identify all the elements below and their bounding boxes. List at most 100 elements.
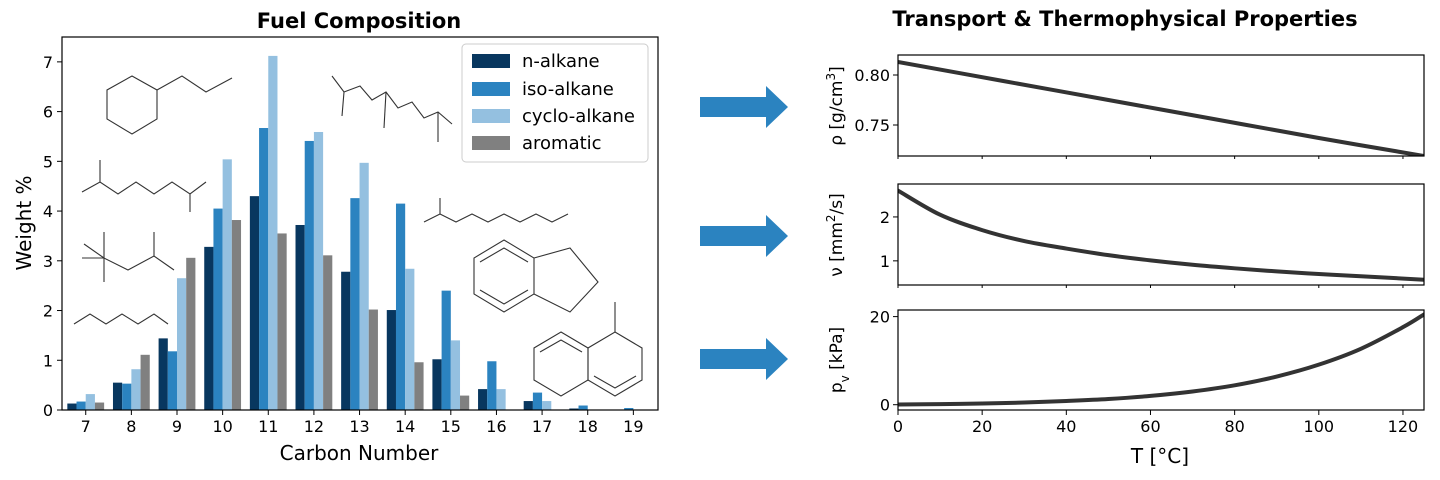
legend-swatch-iso-alkane	[472, 82, 510, 96]
bar-iso-alkane-c16	[487, 361, 497, 410]
vapor-pressure-x-tick-label-80: 80	[1224, 417, 1244, 436]
x-tick-label-9: 9	[172, 417, 182, 436]
y-tick-label-1: 1	[43, 351, 53, 370]
legend-label-cyclo-alkane: cyclo-alkane	[522, 106, 635, 127]
x-tick-label-15: 15	[441, 417, 461, 436]
vapor-pressure-x-tick-label-20: 20	[972, 417, 992, 436]
bar-cyclo-alkane-c8	[131, 369, 141, 410]
bar-n-alkane-c13	[341, 271, 351, 410]
arrow-to-density	[700, 86, 788, 128]
viscosity-curve	[898, 188, 1424, 282]
vapor-pressure-x-tick-label-60: 60	[1140, 417, 1160, 436]
arrow-to-viscosity	[700, 215, 788, 257]
bar-iso-alkane-c18	[578, 405, 588, 410]
bar-n-alkane-c15	[432, 359, 442, 410]
bar-iso-alkane-c13	[350, 198, 360, 410]
branched-alkane-drawing-1	[331, 75, 453, 142]
bar-cyclo-alkane-c9	[177, 278, 187, 410]
bar-n-alkane-c8	[112, 382, 123, 410]
bar-aromatic-c9	[186, 257, 196, 410]
bar-cyclo-alkane-c16	[496, 389, 506, 410]
dimethyl-octane-drawing	[81, 160, 207, 212]
y-tick-label-5: 5	[43, 152, 53, 171]
bar-iso-alkane-c9	[167, 351, 177, 410]
bar-n-alkane-c9	[158, 338, 168, 410]
bar-aromatic-c7	[94, 402, 105, 410]
methyl-undecane-drawing	[423, 198, 569, 223]
indane-drawing	[473, 239, 599, 313]
legend: n-alkane iso-alkane cyclo-alkane aromati…	[461, 43, 649, 163]
x-tick-label-8: 8	[126, 417, 136, 436]
bar-aromatic-c10	[231, 220, 242, 410]
bar-iso-alkane-c8	[122, 383, 132, 410]
vapor-pressure-x-tick-label-0: 0	[893, 417, 903, 436]
arrow-to-vapor-pressure	[700, 338, 788, 380]
left-chart-title: Fuel Composition	[257, 9, 462, 33]
bar-iso-alkane-c17	[532, 392, 543, 410]
vapor-pressure-x-tick-label-120: 120	[1388, 417, 1419, 436]
bar-cyclo-alkane-c14	[405, 268, 415, 410]
vapor-pressure-y-tick-label-0: 0	[880, 396, 890, 415]
legend-label-iso-alkane: iso-alkane	[522, 79, 614, 100]
y-tick-label-0: 0	[43, 401, 53, 420]
isooctane-drawing	[82, 232, 175, 282]
density-y-tick-label-0.75: 0.75	[854, 116, 890, 135]
bar-n-alkane-c16	[478, 389, 488, 410]
bar-iso-alkane-c19	[624, 408, 634, 410]
bar-n-alkane-c10	[204, 246, 214, 410]
y-tick-label-3: 3	[43, 252, 53, 271]
bar-n-alkane-c17	[523, 401, 533, 410]
bar-n-alkane-c18	[569, 408, 579, 410]
viscosity-y-axis-label: ν [mm2/s]	[824, 193, 847, 277]
legend-swatch-aromatic	[472, 136, 510, 150]
legend-label-aromatic: aromatic	[522, 133, 602, 154]
legend-label-n-alkane: n-alkane	[522, 51, 600, 72]
bar-aromatic-c15	[460, 395, 470, 410]
legend-swatch-n-alkane	[472, 54, 510, 68]
x-tick-label-12: 12	[304, 417, 324, 436]
left-y-axis-label: Weight %	[12, 175, 36, 270]
density-curve	[898, 60, 1424, 156]
right-panel-title: Transport & Thermophysical Properties	[892, 7, 1357, 31]
molecule-drawings	[73, 75, 643, 397]
x-tick-label-11: 11	[258, 417, 278, 436]
x-tick-label-17: 17	[532, 417, 552, 436]
vapor-pressure-curve	[898, 312, 1424, 407]
bar-cyclo-alkane-c13	[359, 162, 369, 410]
arrows	[700, 86, 788, 380]
bar-iso-alkane-c15	[441, 290, 451, 410]
bar-aromatic-c11	[277, 233, 287, 410]
bar-aromatic-c13	[368, 309, 378, 410]
density-y-axis-label: ρ [g/cm3]	[824, 66, 847, 146]
bar-cyclo-alkane-c10	[222, 159, 232, 410]
vapor-pressure-plot-frame	[897, 309, 1425, 411]
x-tick-label-16: 16	[486, 417, 506, 436]
bar-cyclo-alkane-c17	[542, 401, 552, 410]
bar-n-alkane-c11	[249, 196, 260, 410]
x-tick-label-14: 14	[395, 417, 415, 436]
bar-cyclo-alkane-c12	[313, 131, 324, 411]
bar-aromatic-c12	[323, 255, 333, 410]
bar-iso-alkane-c10	[213, 208, 223, 410]
bar-n-alkane-c14	[386, 310, 396, 410]
bar-cyclo-alkane-c7	[85, 394, 95, 410]
bar-n-alkane-c12	[295, 224, 305, 410]
density-y-tick-label-0.8: 0.80	[854, 66, 890, 85]
left-plot-frame	[61, 36, 659, 411]
x-tick-label-7: 7	[81, 417, 91, 436]
y-tick-label-2: 2	[43, 302, 53, 321]
bar-iso-alkane-c11	[259, 128, 269, 410]
bar-cyclo-alkane-c11	[268, 55, 278, 411]
legend-box	[461, 43, 649, 163]
n-heptane-drawing	[73, 313, 169, 325]
vapor-pressure-x-tick-label-100: 100	[1304, 417, 1335, 436]
x-tick-label-10: 10	[212, 417, 232, 436]
vapor-pressure-y-axis-label: pv [kPa]	[827, 327, 852, 393]
y-tick-label-4: 4	[43, 202, 53, 221]
right-x-axis-label: T [°C]	[1130, 444, 1189, 468]
vapor-pressure-x-tick-label-40: 40	[1056, 417, 1076, 436]
left-x-axis-label: Carbon Number	[280, 441, 440, 465]
bar-iso-alkane-c14	[395, 203, 406, 410]
